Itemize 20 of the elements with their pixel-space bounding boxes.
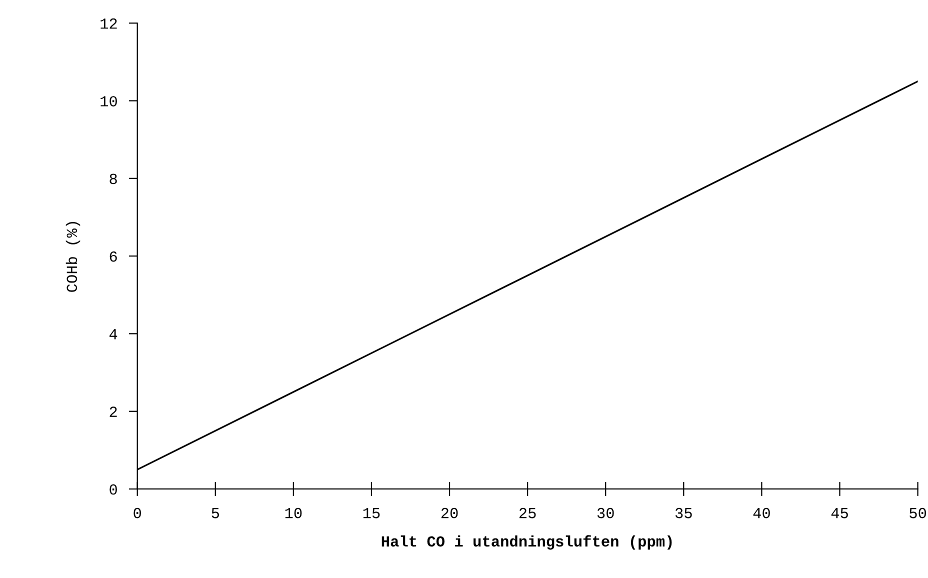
x-tick-label: 0 [134,508,141,518]
y-tick-label: 2 [110,406,117,417]
y-tick-label: 0 [110,484,117,495]
x-tick-label: 45 [831,508,848,518]
x-tick-label: 40 [753,508,770,518]
y-tick-label: 6 [110,251,117,262]
x-tick-label: 10 [285,508,302,518]
y-tick-label: 12 [100,18,117,29]
x-tick-label: 25 [519,508,536,518]
x-axis-title: Halt CO i utandningsluften (ppm) [382,535,672,550]
y-tick-label: 10 [100,96,117,106]
y-axis-title: COHb (%) [66,222,80,292]
x-tick-label: 30 [597,508,614,518]
y-tick-label: 8 [110,174,117,184]
x-tick-label: 15 [363,508,380,518]
x-tick-label: 50 [910,508,926,518]
x-tick-label: 35 [675,508,692,518]
x-tick-label: 5 [212,508,219,518]
y-tick-label: 4 [110,329,118,340]
x-tick-label: 20 [441,508,458,518]
